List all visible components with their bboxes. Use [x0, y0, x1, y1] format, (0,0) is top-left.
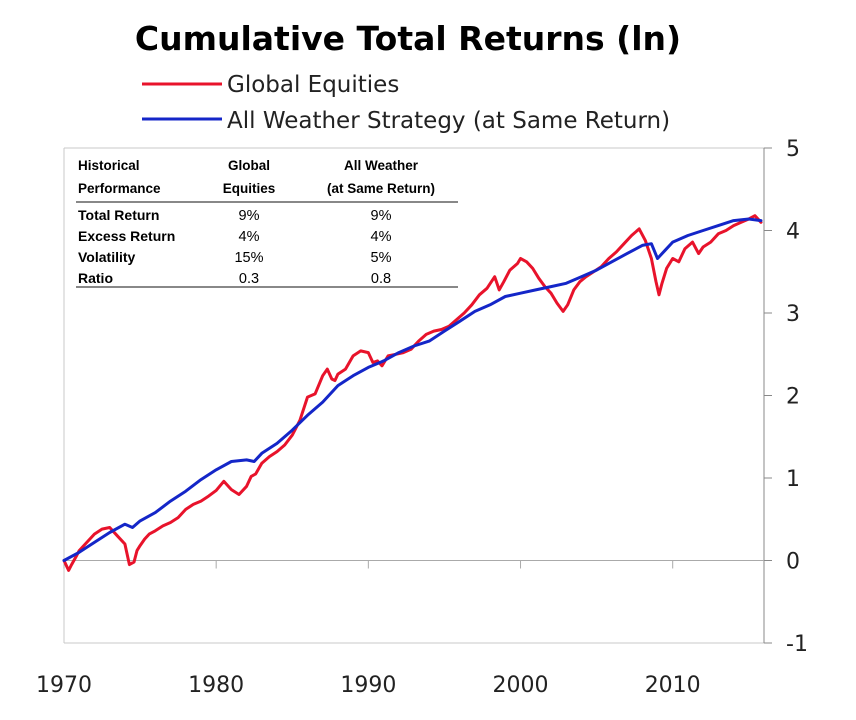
- x-ticks: 1970 1980 1990 2000 2010: [36, 560, 701, 698]
- table-row-label: Total Return: [78, 207, 159, 223]
- x-tick-label: 1970: [36, 673, 92, 698]
- table-header-global: Global: [228, 158, 270, 173]
- table-header-same-return: (at Same Return): [327, 181, 435, 196]
- table-row: Excess Return 4% 4%: [78, 228, 392, 245]
- table-background: [68, 152, 460, 290]
- legend-label-all-weather: All Weather Strategy (at Same Return): [227, 108, 670, 134]
- x-tick-label: 2000: [493, 673, 549, 698]
- series-layer: [62, 214, 763, 572]
- table-cell-global: 9%: [239, 208, 260, 224]
- y-tick-label: 5: [786, 137, 800, 162]
- series-line-all-weather: [62, 217, 763, 562]
- table-row-label: Excess Return: [78, 228, 175, 244]
- table-cell-all-weather: 4%: [371, 229, 392, 245]
- table-cell-global: 15%: [234, 250, 263, 266]
- performance-table: Historical Performance Global Equities A…: [68, 152, 460, 290]
- table-cell-all-weather: 0.8: [371, 271, 391, 287]
- table-header-equities: Equities: [223, 181, 276, 196]
- table-row: Volatility 15% 5%: [78, 249, 392, 266]
- table-cell-all-weather: 9%: [371, 208, 392, 224]
- table-header-all-weather: All Weather: [344, 158, 419, 173]
- y-tick-label: 2: [786, 385, 800, 410]
- x-tick-label: 1990: [340, 673, 396, 698]
- y-tick-label: 3: [786, 302, 800, 327]
- legend: Global Equities All Weather Strategy (at…: [142, 72, 670, 134]
- table-cell-all-weather: 5%: [371, 250, 392, 266]
- y-tick-label: -1: [786, 632, 808, 657]
- chart-title: Cumulative Total Returns (ln): [135, 19, 681, 58]
- legend-label-global-equities: Global Equities: [227, 72, 399, 98]
- table-row: Ratio 0.3 0.8: [78, 270, 391, 287]
- y-tick-label: 0: [786, 550, 800, 575]
- table-header-performance: Performance: [78, 181, 161, 196]
- y-tick-label: 1: [786, 467, 800, 492]
- table-row-label: Ratio: [78, 270, 113, 286]
- table-rows: Total Return 9% 9% Excess Return 4% 4% Volatil…: [78, 207, 392, 287]
- table-cell-global: 0.3: [239, 271, 259, 287]
- table-header-historical: Historical: [78, 158, 140, 173]
- table-row: Total Return 9% 9%: [78, 207, 392, 224]
- y-tick-label: 4: [786, 220, 800, 245]
- series-line-global-equities: [62, 214, 763, 572]
- table-cell-global: 4%: [239, 229, 260, 245]
- x-tick-label: 1980: [188, 673, 244, 698]
- x-tick-label: 2010: [645, 673, 701, 698]
- y-ticks: 5 4 3 2 1 0 -1: [764, 137, 808, 657]
- table-row-label: Volatility: [78, 249, 136, 265]
